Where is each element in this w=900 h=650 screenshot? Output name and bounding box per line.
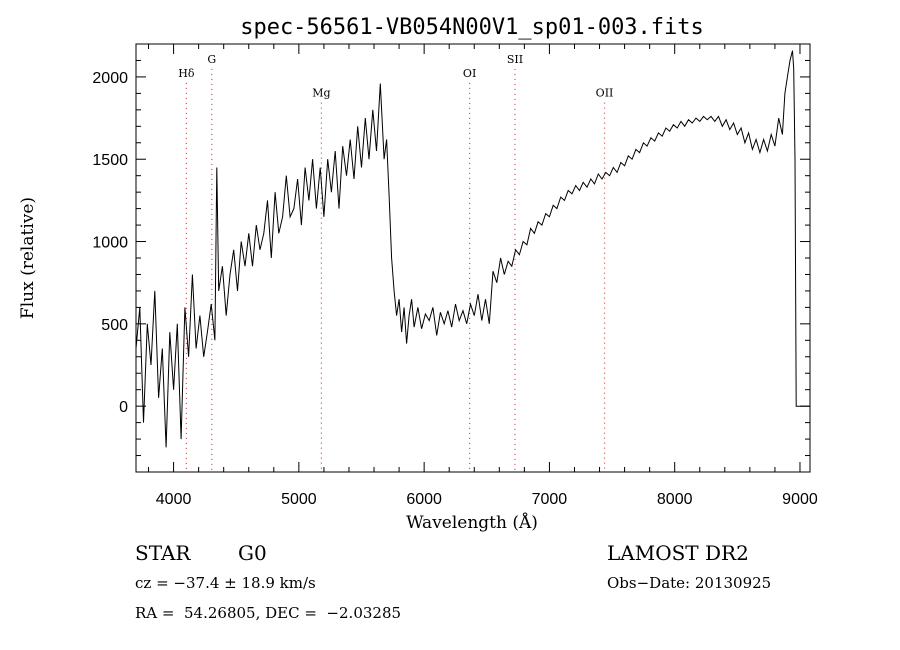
spectral-line-label: OI	[463, 67, 476, 80]
x-tick-label: 6000	[406, 491, 442, 508]
x-axis-label: Wavelength (Å)	[406, 512, 538, 533]
spectral-lines: Hδ G Mg OI SII OII	[178, 53, 613, 472]
x-tick-label: 5000	[281, 491, 317, 508]
spectral-line-label: Hδ	[178, 67, 195, 80]
x-tick-label: 7000	[532, 491, 568, 508]
y-tick-label: 2000	[92, 70, 128, 87]
x-tick-label: 4000	[156, 491, 192, 508]
spectral-line-label: Mg	[312, 87, 330, 100]
spectral-line-label: SII	[507, 53, 523, 66]
chart-title: spec-56561-VB054N00V1_sp01-003.fits	[240, 15, 704, 40]
tick-labels: 4000 5000 6000 7000 8000 9000 0 500 1000 1500 2000	[92, 70, 817, 508]
y-tick-label: 1500	[92, 152, 128, 169]
x-tick-label: 9000	[782, 491, 818, 508]
survey-name: LAMOST DR2	[607, 541, 749, 565]
object-class: STAR	[135, 541, 191, 565]
object-subclass: G0	[238, 541, 267, 565]
y-axis-label: Flux (relative)	[18, 197, 38, 319]
y-tick-label: 1000	[92, 235, 128, 252]
y-tick-label: 0	[119, 399, 128, 416]
spectral-line-label: G	[207, 53, 216, 66]
x-tick-label: 8000	[657, 491, 693, 508]
spectrum-line	[135, 50, 810, 448]
coordinates: RA = 54.26805, DEC = −2.03285	[135, 604, 402, 622]
plot-frame	[135, 43, 811, 473]
redshift-info: cz = −37.4 ± 18.9 km/s	[135, 574, 316, 592]
spectral-line-label: OII	[596, 87, 614, 100]
obs-date: Obs−Date: 20130925	[607, 574, 772, 592]
y-tick-label: 500	[101, 317, 128, 334]
axis-ticks	[136, 43, 810, 473]
